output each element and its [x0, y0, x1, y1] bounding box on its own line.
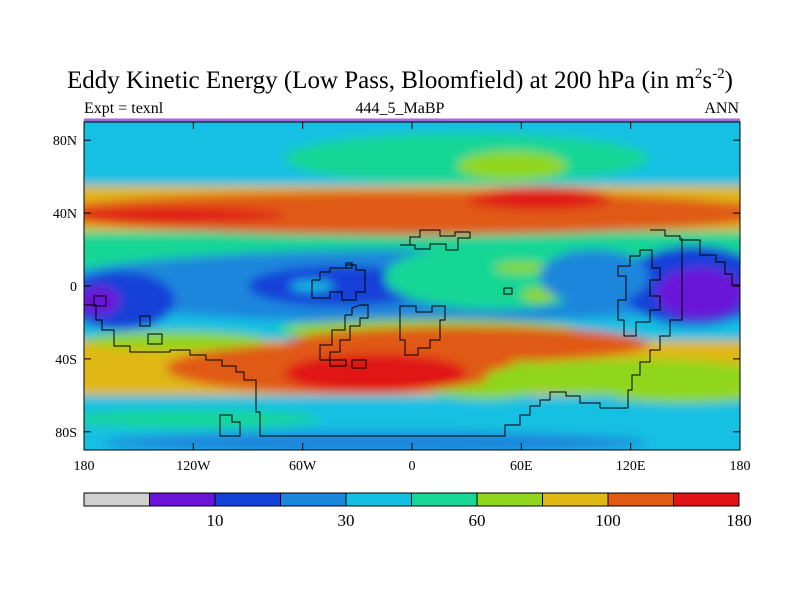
x-tick-label: 180: [74, 459, 95, 474]
y-tick-label: 40N: [53, 207, 77, 222]
chart-title: Eddy Kinetic Energy (Low Pass, Bloomfiel…: [67, 66, 733, 94]
eke-contour-region: [248, 265, 431, 307]
eke-contour-region: [484, 358, 740, 396]
colorbar-swatch: [83, 492, 150, 507]
coastline-island-1: [139, 315, 151, 327]
x-tick-label: 120W: [176, 459, 211, 474]
eke-contour-region: [493, 262, 549, 274]
x-tick-label: 0: [409, 459, 416, 474]
colorbar-swatch: [542, 492, 609, 507]
coastline-south-america: [319, 304, 369, 361]
coastline-australia: [84, 238, 683, 437]
y-tick-label: 0: [70, 280, 77, 295]
x-tick-label: 60W: [289, 459, 317, 474]
colorbar-swatch: [607, 492, 674, 507]
colorbar-swatch: [673, 492, 740, 507]
eke-field: [84, 122, 740, 450]
colorbar-label: 10: [207, 511, 224, 530]
y-tick-label: 80N: [53, 134, 77, 149]
colorbar-swatch: [476, 492, 543, 507]
coastline-asia-east: [650, 229, 740, 286]
x-tick-label: 120E: [616, 459, 646, 474]
colorbar-swatch: [411, 492, 478, 507]
y-tick-label: 80S: [55, 426, 77, 441]
subtitle-case: 444_5_MaBP: [355, 100, 445, 117]
coastline-antarctica-west: [219, 414, 241, 437]
coastlines: [84, 229, 740, 437]
subtitle-experiment: Expt = texnl: [84, 100, 164, 117]
eke-contour-region: [284, 353, 467, 394]
eke-contour-region: [84, 286, 121, 316]
colorbar-label: 60: [469, 511, 486, 530]
coastline-island-2: [147, 333, 163, 345]
eke-contour-region: [84, 271, 176, 330]
colorbar-swatch: [280, 492, 347, 507]
axis-ticks: 180 120W 60W 0 60E 120E 180 80N 40N 0 40S 80S: [53, 122, 751, 474]
coastline-maritime-asia: [617, 249, 661, 337]
colorbar-swatch: [214, 492, 281, 507]
eke-contour-region: [466, 187, 613, 210]
x-tick-label: 180: [730, 459, 751, 474]
eke-contour-region: [539, 249, 649, 305]
colorbar-swatch: [149, 492, 216, 507]
coastline-island-5: [351, 359, 367, 369]
coastline-island-6: [345, 262, 353, 269]
colorbar-label: 100: [595, 511, 621, 530]
coastline-europe-africa: [399, 305, 446, 356]
colorbar-swatch: [345, 492, 412, 507]
x-tick-label: 60E: [510, 459, 533, 474]
subtitle-season: ANN: [704, 100, 739, 117]
coastline-north-america: [400, 229, 471, 251]
coastline-island-7: [93, 295, 107, 307]
colorbar: 10 30 60 100 180: [83, 492, 752, 530]
eke-contour-region: [84, 331, 267, 350]
coastline-africa-west: [311, 264, 366, 301]
eke-contour-region: [84, 207, 285, 223]
colorbar-label: 180: [726, 511, 752, 530]
eke-contour-region: [284, 326, 649, 363]
eke-contour-region: [457, 151, 567, 181]
y-tick-label: 40S: [55, 353, 77, 368]
eke-contour-region: [84, 409, 321, 429]
eke-contour-region: [656, 267, 740, 319]
colorbar-label: 30: [338, 511, 355, 530]
eke-contour-region: [612, 388, 740, 403]
coastline-island-4: [329, 359, 347, 367]
coastline-island-3: [503, 287, 513, 295]
